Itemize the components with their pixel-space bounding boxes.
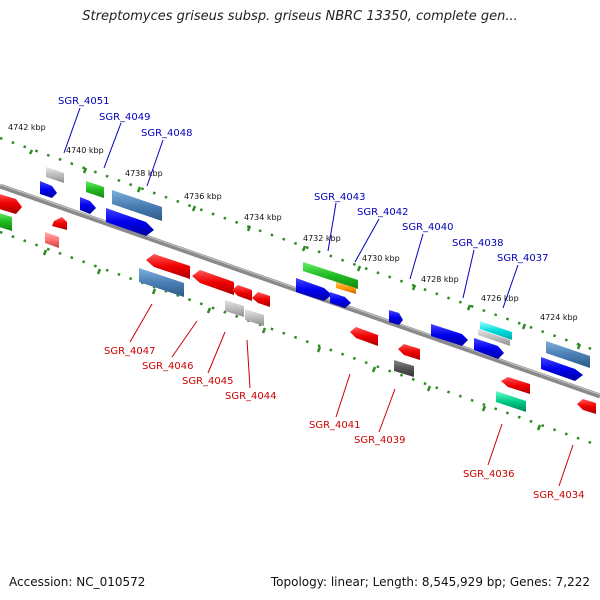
gene-label-forward: SGR_4038 [452,238,504,249]
gene-arrow [252,292,270,307]
gene-arrow [52,217,67,230]
gene-arrow [296,278,332,301]
kbp-label: 4724 kbp [540,313,578,322]
accession-label: Accession: NC_010572 [9,575,145,589]
gene-features[interactable] [0,167,596,414]
kbp-tick [30,150,32,154]
gene-label-reverse: SGR_4045 [182,376,234,387]
kbp-label: 4742 kbp [8,123,46,132]
kbp-label: 4730 kbp [362,254,400,263]
kbp-tick [263,328,265,333]
gene-arrow [398,344,420,360]
genome-summary: Topology: linear; Length: 8,545,929 bp; … [271,575,590,589]
gene-label-forward: SGR_4049 [99,112,151,123]
kbp-label: 4726 kbp [481,294,519,303]
kbp-tick [153,289,155,294]
gene-label-forward: SGR_4051 [58,96,110,107]
kbp-tick [44,250,46,255]
kbp-tick [98,269,100,274]
gene-label-forward: SGR_4037 [497,253,549,264]
kbp-tick [468,305,470,310]
kbp-tick [208,308,210,313]
gene-arrow [80,197,96,214]
gene-label-reverse: SGR_4044 [225,391,277,402]
kbp-tick [303,246,305,251]
gene-arrow [245,309,264,326]
gene-arrow [40,181,57,198]
gene-label-reverse: SGR_4039 [354,435,406,446]
kbp-tick [428,386,430,391]
kbp-label: 4728 kbp [421,275,459,284]
gene-arrow [330,292,351,308]
kbp-label: 4736 kbp [184,192,222,201]
gene-arrow [350,327,378,346]
gene-label-forward: SGR_4040 [402,222,454,233]
gene-label-forward: SGR_4048 [141,128,193,139]
gene-arrow [46,167,64,183]
gene-arrow [45,232,59,248]
kbp-tick [373,367,375,372]
gene-label-reverse: SGR_4046 [142,361,194,372]
scale-track-top [0,138,600,352]
gene-arrow [86,181,104,198]
kbp-label: 4734 kbp [244,213,282,222]
gene-label-reverse: SGR_4041 [309,420,361,431]
gene-arrow [496,391,526,412]
gene-arrow [394,360,414,377]
kbp-label: 4738 kbp [125,169,163,178]
kbp-label: 4732 kbp [303,234,341,243]
gene-label-reverse: SGR_4047 [104,346,156,357]
kbp-labels: 4742 kbp 4740 kbp 4738 kbp 4736 kbp 4734… [8,123,578,322]
gene-arrow [501,377,530,394]
gene-arrow [225,300,244,317]
kbp-tick [138,187,140,192]
gene-label-reverse: SGR_4034 [533,490,585,501]
kbp-tick [193,206,195,211]
gene-arrow [232,285,252,301]
kbp-label: 4740 kbp [66,146,104,155]
gene-arrow [0,212,12,231]
kbp-tick [318,347,320,352]
gene-label-forward: SGR_4042 [357,207,409,218]
kbp-tick [483,406,485,411]
gene-label-reverse: SGR_4036 [463,469,515,480]
gene-arrow [192,270,234,295]
kbp-tick [358,266,360,271]
kbp-tick [523,324,525,329]
kbp-tick [538,425,540,430]
gene-label-forward: SGR_4043 [314,192,366,203]
gene-arrow [0,193,22,214]
gene-arrow [577,399,596,414]
